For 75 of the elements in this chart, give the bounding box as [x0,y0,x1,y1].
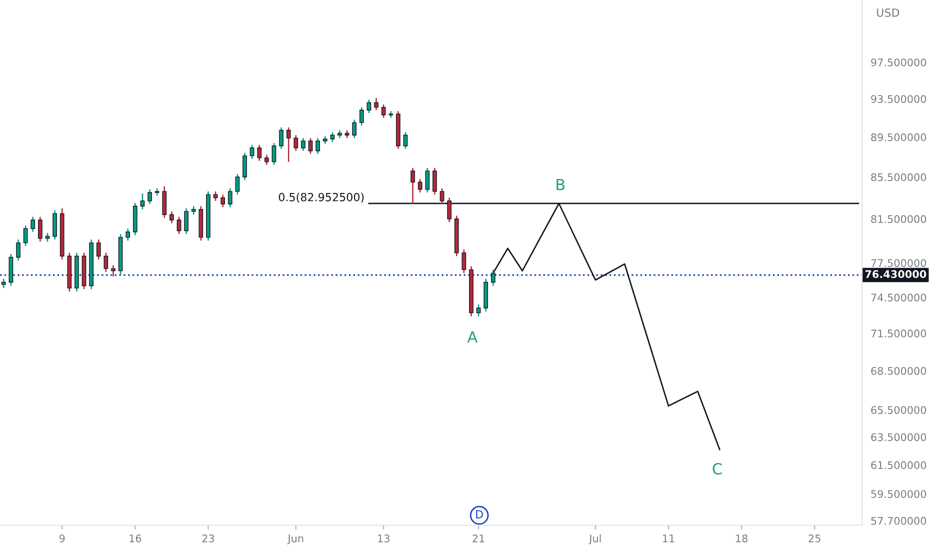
candlestick [388,110,394,118]
y-tick-label: 59.500000 [871,490,926,498]
candlestick [272,142,276,166]
candlestick [162,186,167,218]
candlestick [16,238,20,262]
candlestick [476,304,481,317]
candlestick [462,248,466,274]
candlestick [170,210,174,224]
candlestick [228,188,232,208]
y-tick-label: 97.500000 [871,58,926,66]
x-tick-label: 11 [663,534,674,542]
candlestick [250,144,254,160]
y-axis-title: USD [877,8,900,17]
annotation: B [556,179,565,190]
candlestick [308,137,313,154]
candlestick [104,252,108,273]
ref-line-label: 76.430000 [865,270,926,278]
candlestick [52,210,57,240]
annotation: C [712,462,722,475]
candlestick [148,188,152,205]
y-tick-label: 61.500000 [871,461,926,470]
y-tick-label: 71.500000 [871,330,926,338]
y-tick-label: 81.500000 [871,215,926,224]
y-tick-label: 77.500000 [871,259,926,267]
x-tick-label: Jul [588,534,601,544]
candlestick [23,224,28,247]
candlestick [1,278,6,289]
candlestick [38,216,42,242]
candlestick [176,216,182,235]
candlestick [140,192,145,210]
y-tick-label: 57.700000 [871,516,926,525]
x-tick-label: Jun [287,534,304,544]
y-tick-label: 74.500000 [871,294,926,302]
x-tick-label: 16 [130,534,142,542]
annotation: A [467,331,478,342]
x-tick-label: 9 [59,534,65,542]
x-tick-label: 13 [378,534,390,542]
y-tick-label: 63.500000 [871,433,926,442]
candlestick [264,154,269,166]
candlestick [286,126,291,162]
candlestick [366,99,372,114]
candlestick [352,119,357,139]
candlestick [242,152,247,181]
candlestick [403,132,408,150]
candlestick [374,97,378,111]
candlestick [96,238,101,260]
series-label: 0.5(82.952500) [278,192,364,203]
x-tick-label: 18 [736,534,748,542]
candlestick [301,137,306,152]
candlestick [316,137,320,154]
x-tick-label: 25 [808,534,820,542]
y-tick-label: 68.500000 [871,366,926,375]
candlestick [111,264,116,278]
candlestick [381,104,386,118]
candlestick [220,194,226,208]
candlestick [213,190,218,202]
candlestick [30,216,36,232]
candlestick [126,228,130,242]
y-tick-label: 85.500000 [871,173,926,182]
candlestick [359,106,364,126]
candlestick [294,134,298,152]
candlestick [330,132,335,143]
annotation: D [476,510,483,518]
x-tick-label: 23 [202,534,214,542]
y-tick-label: 93.500000 [871,95,926,103]
x-tick-label: 21 [472,534,484,542]
candlestick [184,208,188,235]
candlestick [432,167,437,196]
candlestick [279,126,284,150]
candlestick [418,178,422,194]
y-tick-label: 89.500000 [871,133,926,142]
candlestick [425,167,430,194]
candlestick [235,173,240,196]
candlestick [257,144,262,162]
y-tick-label: 65.500000 [871,406,926,414]
